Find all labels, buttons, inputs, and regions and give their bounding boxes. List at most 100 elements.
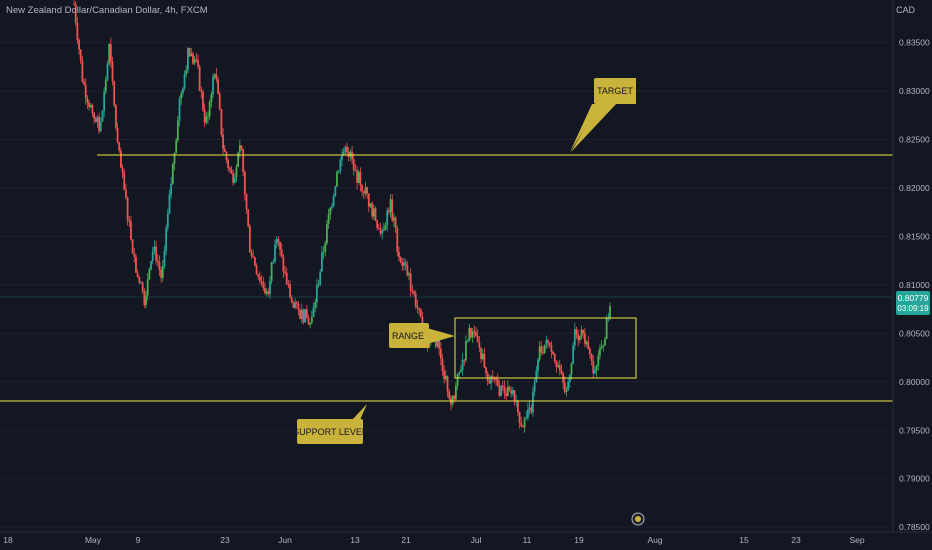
target-callout[interactable]: TARGET — [570, 78, 636, 152]
candle-body — [155, 246, 157, 261]
candle-body — [309, 322, 312, 325]
candle-body — [607, 318, 610, 320]
candle-body — [572, 345, 575, 364]
bar-countdown: 03:09:19 — [897, 304, 929, 313]
candle-body — [183, 74, 186, 89]
time-tick-label: Aug — [647, 535, 662, 545]
candle-body — [391, 199, 394, 221]
candle-body — [372, 208, 375, 217]
candle-body — [310, 316, 313, 323]
time-tick-label: 18 — [3, 535, 13, 545]
candle-body — [436, 338, 439, 347]
candle-body — [414, 293, 417, 307]
candle-body — [314, 302, 317, 308]
candle-body — [552, 351, 554, 355]
candle-body — [465, 340, 467, 360]
candle-body — [587, 341, 590, 350]
candle-body — [285, 272, 288, 285]
candle-body — [513, 390, 516, 402]
support-callout-tail — [352, 404, 367, 420]
candle-body — [213, 74, 216, 77]
range-box[interactable] — [454, 317, 637, 379]
events-marker[interactable] — [631, 512, 645, 526]
candle-body — [567, 381, 570, 391]
candle-body — [101, 110, 104, 122]
candle-body — [565, 390, 568, 392]
support-callout[interactable]: SUPPORT LEVEL — [293, 404, 367, 444]
range-label: RANGE — [392, 331, 424, 341]
price-tick-labels: 0.83500 0.83000 0.82500 0.82000 0.81500 0.810… — [899, 38, 930, 533]
candle-body — [523, 418, 526, 428]
candle-body — [153, 246, 156, 251]
candle-body — [518, 411, 521, 423]
candle-body — [473, 331, 476, 333]
candle-body — [583, 333, 586, 344]
price-tick-label: 0.78500 — [899, 522, 930, 532]
candle-body — [575, 329, 578, 335]
candle-body — [557, 365, 559, 367]
price-tick-label: 0.83500 — [899, 38, 930, 48]
candle-body — [326, 223, 328, 244]
candle-body — [388, 210, 390, 213]
candle-body — [161, 266, 164, 278]
candle-body — [481, 353, 484, 359]
time-tick-label: 23 — [220, 535, 230, 545]
candle-body — [274, 244, 276, 262]
candle-body — [88, 102, 90, 108]
price-axis[interactable]: 0.83500 0.83000 0.82500 0.82000 0.81500 0.810… — [892, 0, 930, 533]
candle-body — [94, 118, 97, 123]
candle-body — [223, 148, 226, 153]
candle-body — [138, 277, 141, 283]
candle-body — [590, 354, 593, 361]
candle-body — [220, 108, 223, 135]
candle-body — [399, 257, 402, 263]
candle-body — [379, 229, 382, 234]
candle-body — [125, 189, 127, 198]
currency-label: CAD — [896, 5, 916, 15]
candle-body — [319, 271, 322, 285]
time-tick-label: Jul — [471, 535, 482, 545]
candle-body — [118, 141, 121, 151]
candle-body — [202, 91, 204, 110]
candle-body — [198, 66, 201, 91]
candle-body — [86, 98, 89, 103]
candle-body — [543, 344, 546, 353]
time-axis[interactable]: 18 May 9 23 Jun 13 21 Jul 11 19 Aug 15 23 Sep — [0, 531, 932, 545]
candle-body — [580, 329, 583, 337]
candle-body — [282, 256, 285, 272]
candle-body — [192, 53, 194, 64]
candle-series — [73, 0, 611, 433]
candle-body — [597, 355, 600, 367]
candle-body — [99, 121, 102, 132]
candle-body — [237, 152, 240, 168]
candle-body — [367, 193, 370, 207]
candle-body — [170, 183, 173, 195]
candle-body — [121, 167, 124, 173]
candle-body — [312, 307, 315, 317]
candle-body — [453, 395, 456, 400]
candle-body — [605, 318, 608, 339]
candle-body — [238, 145, 241, 153]
candle-body — [210, 94, 213, 102]
candle-body — [89, 105, 92, 108]
candle-body — [260, 281, 263, 283]
candle-body — [322, 251, 325, 253]
candle-body — [362, 191, 365, 194]
candle-body — [604, 338, 606, 346]
candle-body — [578, 336, 581, 340]
candle-body — [600, 346, 603, 349]
candle-body — [434, 337, 437, 347]
candle-body — [111, 61, 114, 82]
range-callout[interactable]: RANGE — [389, 323, 455, 348]
candle-body — [585, 341, 588, 344]
candle-body — [126, 197, 129, 221]
candle-body — [284, 271, 286, 273]
candle-body — [396, 227, 399, 253]
candle-body — [570, 363, 573, 375]
candle-body — [376, 220, 379, 228]
candle-body — [217, 79, 219, 94]
candle-body — [79, 49, 82, 61]
candle-body — [428, 342, 430, 348]
candle-body — [418, 308, 420, 310]
